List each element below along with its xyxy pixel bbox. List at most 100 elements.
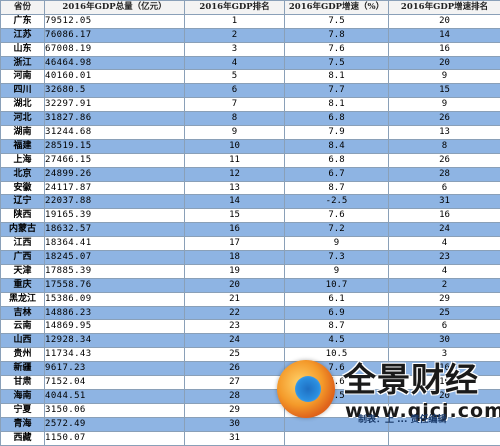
growth-rank-cell[interactable]: 20 <box>389 14 500 28</box>
gdp-rank-cell[interactable]: 18 <box>185 251 285 265</box>
province-cell[interactable]: 西藏 <box>1 431 45 445</box>
gdp-rank-cell[interactable]: 16 <box>185 223 285 237</box>
gdp-growth-cell[interactable]: 6.9 <box>285 306 389 320</box>
gdp-rank-cell[interactable]: 30 <box>185 417 285 431</box>
province-cell[interactable]: 云南 <box>1 320 45 334</box>
growth-rank-cell[interactable]: 16 <box>389 209 500 223</box>
growth-rank-cell[interactable]: 6 <box>389 320 500 334</box>
gdp-growth-cell[interactable]: 6.1 <box>285 292 389 306</box>
province-cell[interactable]: 贵州 <box>1 348 45 362</box>
gdp-total-cell[interactable]: 18245.07 <box>45 251 185 265</box>
gdp-growth-cell[interactable]: -2.5 <box>285 195 389 209</box>
gdp-rank-cell[interactable]: 19 <box>185 264 285 278</box>
gdp-total-cell[interactable]: 27466.15 <box>45 153 185 167</box>
gdp-rank-cell[interactable]: 15 <box>185 209 285 223</box>
gdp-rank-cell[interactable]: 17 <box>185 237 285 251</box>
gdp-total-cell[interactable]: 11734.43 <box>45 348 185 362</box>
province-cell[interactable]: 宁夏 <box>1 403 45 417</box>
gdp-total-cell[interactable]: 17885.39 <box>45 264 185 278</box>
gdp-total-cell[interactable]: 4044.51 <box>45 389 185 403</box>
province-cell[interactable]: 新疆 <box>1 362 45 376</box>
growth-rank-cell[interactable]: 4 <box>389 264 500 278</box>
gdp-growth-cell[interactable]: 4.5 <box>285 334 389 348</box>
province-cell[interactable]: 山东 <box>1 42 45 56</box>
gdp-rank-cell[interactable]: 6 <box>185 84 285 98</box>
gdp-rank-cell[interactable]: 31 <box>185 431 285 445</box>
growth-rank-cell[interactable]: 4 <box>389 237 500 251</box>
gdp-rank-cell[interactable]: 28 <box>185 389 285 403</box>
gdp-total-cell[interactable]: 24117.87 <box>45 181 185 195</box>
gdp-rank-cell[interactable]: 3 <box>185 42 285 56</box>
gdp-rank-cell[interactable]: 20 <box>185 278 285 292</box>
gdp-growth-cell[interactable]: 7.3 <box>285 251 389 265</box>
gdp-rank-cell[interactable]: 22 <box>185 306 285 320</box>
province-cell[interactable]: 湖南 <box>1 126 45 140</box>
growth-rank-cell[interactable]: 24 <box>389 223 500 237</box>
province-cell[interactable]: 江苏 <box>1 28 45 42</box>
gdp-rank-cell[interactable]: 2 <box>185 28 285 42</box>
growth-rank-cell[interactable]: 9 <box>389 70 500 84</box>
header-growth-rank[interactable]: 2016年GDP增速排名 <box>389 1 500 15</box>
header-gdp-total[interactable]: 2016年GDP总量（亿元） <box>45 1 185 15</box>
province-cell[interactable]: 陕西 <box>1 209 45 223</box>
growth-rank-cell[interactable]: 8 <box>389 139 500 153</box>
gdp-total-cell[interactable]: 17558.76 <box>45 278 185 292</box>
gdp-total-cell[interactable]: 79512.05 <box>45 14 185 28</box>
province-cell[interactable]: 广东 <box>1 14 45 28</box>
growth-rank-cell[interactable]: 16 <box>389 42 500 56</box>
growth-rank-cell[interactable]: 26 <box>389 112 500 126</box>
province-cell[interactable]: 内蒙古 <box>1 223 45 237</box>
province-cell[interactable]: 青海 <box>1 417 45 431</box>
growth-rank-cell[interactable]: 14 <box>389 28 500 42</box>
gdp-rank-cell[interactable]: 4 <box>185 56 285 70</box>
province-cell[interactable]: 广西 <box>1 251 45 265</box>
gdp-total-cell[interactable]: 32680.5 <box>45 84 185 98</box>
gdp-total-cell[interactable]: 76086.17 <box>45 28 185 42</box>
growth-rank-cell[interactable]: 31 <box>389 195 500 209</box>
gdp-growth-cell[interactable]: 9 <box>285 237 389 251</box>
province-cell[interactable]: 河南 <box>1 70 45 84</box>
gdp-rank-cell[interactable]: 23 <box>185 320 285 334</box>
gdp-growth-cell[interactable]: 8.1 <box>285 98 389 112</box>
gdp-growth-cell[interactable]: 6.8 <box>285 153 389 167</box>
gdp-total-cell[interactable]: 9617.23 <box>45 362 185 376</box>
gdp-rank-cell[interactable]: 26 <box>185 362 285 376</box>
gdp-rank-cell[interactable]: 24 <box>185 334 285 348</box>
gdp-rank-cell[interactable]: 11 <box>185 153 285 167</box>
gdp-rank-cell[interactable]: 1 <box>185 14 285 28</box>
gdp-growth-cell[interactable]: 7.2 <box>285 223 389 237</box>
growth-rank-cell[interactable]: 26 <box>389 153 500 167</box>
gdp-total-cell[interactable]: 19165.39 <box>45 209 185 223</box>
province-cell[interactable]: 北京 <box>1 167 45 181</box>
gdp-growth-cell[interactable]: 9 <box>285 264 389 278</box>
gdp-growth-cell[interactable]: 7.7 <box>285 84 389 98</box>
province-cell[interactable]: 安徽 <box>1 181 45 195</box>
gdp-total-cell[interactable]: 28519.15 <box>45 139 185 153</box>
growth-rank-cell[interactable]: 25 <box>389 306 500 320</box>
gdp-growth-cell[interactable]: 8.1 <box>285 70 389 84</box>
gdp-rank-cell[interactable]: 27 <box>185 376 285 390</box>
gdp-total-cell[interactable]: 14869.95 <box>45 320 185 334</box>
gdp-growth-cell[interactable]: 7.5 <box>285 56 389 70</box>
gdp-total-cell[interactable]: 18632.57 <box>45 223 185 237</box>
growth-rank-cell[interactable] <box>389 431 500 445</box>
gdp-total-cell[interactable]: 40160.01 <box>45 70 185 84</box>
province-cell[interactable]: 湖北 <box>1 98 45 112</box>
gdp-total-cell[interactable]: 18364.41 <box>45 237 185 251</box>
gdp-rank-cell[interactable]: 8 <box>185 112 285 126</box>
gdp-total-cell[interactable]: 15386.09 <box>45 292 185 306</box>
province-cell[interactable]: 重庆 <box>1 278 45 292</box>
gdp-growth-cell[interactable]: 7.8 <box>285 28 389 42</box>
growth-rank-cell[interactable]: 23 <box>389 251 500 265</box>
province-cell[interactable]: 黑龙江 <box>1 292 45 306</box>
gdp-total-cell[interactable]: 31827.86 <box>45 112 185 126</box>
province-cell[interactable]: 四川 <box>1 84 45 98</box>
growth-rank-cell[interactable]: 30 <box>389 334 500 348</box>
gdp-total-cell[interactable]: 24899.26 <box>45 167 185 181</box>
province-cell[interactable]: 山西 <box>1 334 45 348</box>
gdp-growth-cell[interactable]: 7.6 <box>285 42 389 56</box>
gdp-growth-cell[interactable]: 10.7 <box>285 278 389 292</box>
gdp-growth-cell[interactable]: 6.8 <box>285 112 389 126</box>
gdp-total-cell[interactable]: 3150.06 <box>45 403 185 417</box>
gdp-growth-cell[interactable]: 8.7 <box>285 320 389 334</box>
